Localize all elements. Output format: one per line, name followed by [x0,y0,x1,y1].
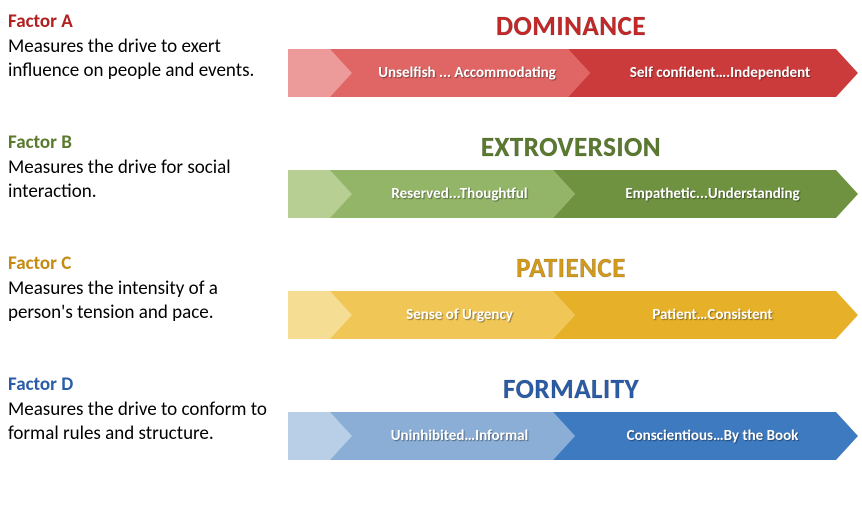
chevron-2: Self confident….Independent [568,49,858,97]
chevron-label: Uninhibited…Informal [365,427,541,445]
factor-title: Factor B [8,131,278,154]
chevron-label: Reserved...Thoughtful [365,185,539,203]
factor-main-label: EXTROVERSION [288,131,854,164]
chevron-label: Patient…Consistent [626,306,784,324]
factor-main-label: PATIENCE [288,252,854,285]
chevron-wrap: Sense of Urgency Patient…Consistent [288,291,854,339]
factor-text-col: Factor DMeasures the drive to conform to… [8,373,288,446]
chevron-label: Unselfish ... Accommodating [352,64,568,82]
factor-row-a: Factor AMeasures the drive to exert infl… [8,10,854,105]
factor-description: Measures the intensity of a person's ten… [8,277,278,325]
chevron-2: Patient…Consistent [553,291,858,339]
factor-main-label: DOMINANCE [288,10,854,43]
chevron-label: Conscientious…By the Book [601,427,811,445]
factor-title: Factor D [8,373,278,396]
factor-description: Measures the drive to conform to formal … [8,398,278,446]
factor-text-col: Factor CMeasures the intensity of a pers… [8,252,288,325]
factor-row-b: Factor BMeasures the drive for social in… [8,131,854,226]
factor-arrow-col: EXTROVERSION Reserved...Thoughtful Empathe… [288,131,854,226]
factor-title: Factor A [8,10,278,33]
chevron-1: Unselfish ... Accommodating [330,49,590,97]
chevron-label: Empathetic...Understanding [599,185,811,203]
factor-arrow-col: FORMALITY Uninhibited…Informal Conscientio… [288,373,854,468]
factor-arrow-col: PATIENCE Sense of Urgency Patient…Consiste… [288,252,854,347]
factor-main-label: FORMALITY [288,373,854,406]
factor-description: Measures the drive for social interactio… [8,156,278,204]
chevron-1: Uninhibited…Informal [330,412,575,460]
chevron-wrap: Uninhibited…Informal Conscientious…By the… [288,412,854,460]
chevron-1: Reserved...Thoughtful [330,170,575,218]
chevron-wrap: Unselfish ... Accommodating Self confiden… [288,49,854,97]
factor-description: Measures the drive to exert influence on… [8,35,278,83]
factor-row-c: Factor CMeasures the intensity of a pers… [8,252,854,347]
factor-title: Factor C [8,252,278,275]
factor-text-col: Factor AMeasures the drive to exert infl… [8,10,288,83]
chevron-label: Sense of Urgency [380,306,525,324]
chevron-1: Sense of Urgency [330,291,575,339]
factor-text-col: Factor BMeasures the drive for social in… [8,131,288,204]
chevron-2: Conscientious…By the Book [553,412,858,460]
chevron-label: Self confident….Independent [604,64,822,82]
factor-arrow-col: DOMINANCE Unselfish ... Accommodating Self… [288,10,854,105]
chevron-wrap: Reserved...Thoughtful Empathetic...Unders… [288,170,854,218]
factors-container: Factor AMeasures the drive to exert infl… [8,10,854,468]
chevron-2: Empathetic...Understanding [553,170,858,218]
factor-row-d: Factor DMeasures the drive to conform to… [8,373,854,468]
